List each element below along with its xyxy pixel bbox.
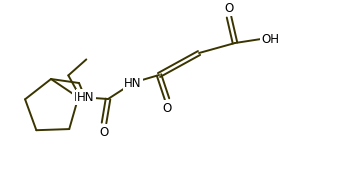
Text: N: N [74, 91, 83, 104]
Text: HN: HN [124, 77, 142, 90]
Text: O: O [99, 125, 109, 139]
Text: O: O [224, 2, 234, 15]
Text: OH: OH [261, 33, 279, 46]
Text: O: O [162, 101, 172, 115]
Text: HN: HN [77, 91, 95, 104]
